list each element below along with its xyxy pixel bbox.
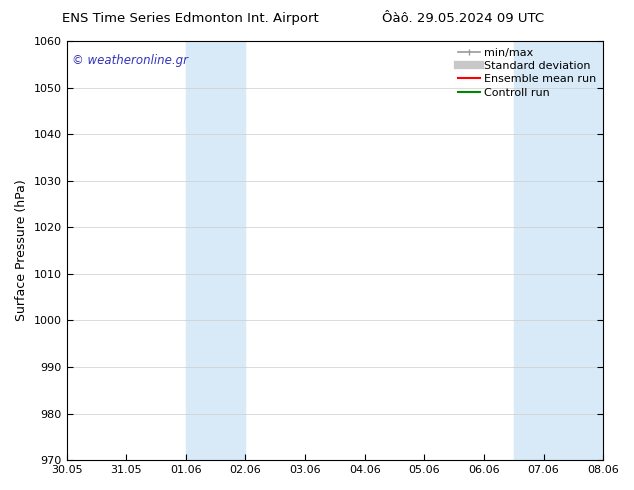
Bar (186, 41, 245, 460)
Text: © weatheronline.gr: © weatheronline.gr (72, 53, 188, 67)
Legend: min/max, Standard deviation, Ensemble mean run, Controll run: min/max, Standard deviation, Ensemble me… (453, 43, 601, 102)
Bar (514, 41, 603, 460)
Y-axis label: Surface Pressure (hPa): Surface Pressure (hPa) (15, 180, 28, 321)
Text: Ôàô. 29.05.2024 09 UTC: Ôàô. 29.05.2024 09 UTC (382, 12, 544, 25)
Text: ENS Time Series Edmonton Int. Airport: ENS Time Series Edmonton Int. Airport (62, 12, 318, 25)
